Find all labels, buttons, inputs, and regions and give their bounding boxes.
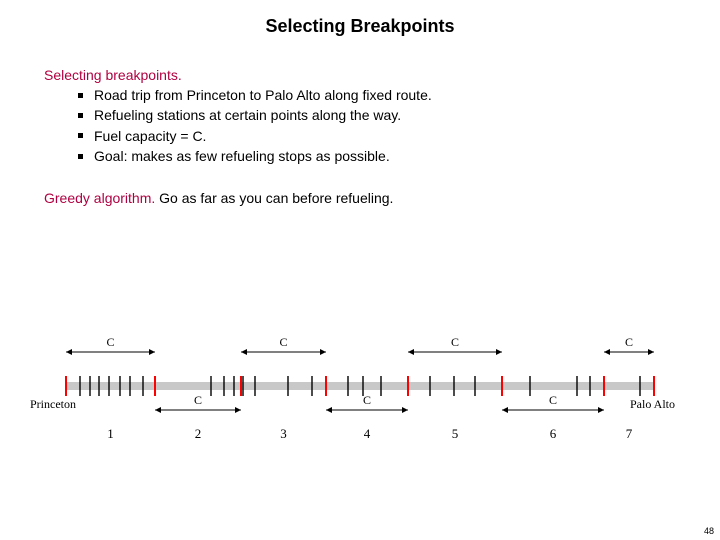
greedy-rest: Go as far as you can before refueling.: [155, 190, 393, 206]
svg-text:4: 4: [364, 426, 371, 441]
bullet-list: Road trip from Princeton to Palo Alto al…: [44, 83, 676, 166]
svg-text:C: C: [279, 335, 287, 349]
svg-text:C: C: [194, 393, 202, 407]
svg-text:7: 7: [626, 426, 633, 441]
svg-text:6: 6: [550, 426, 557, 441]
greedy-label: Greedy algorithm.: [44, 190, 155, 206]
road-diagram: C C C C C C C Princeton Palo Alto 1 2 3 4 5 6 7: [30, 320, 690, 450]
svg-text:C: C: [106, 335, 114, 349]
bullet-item: Refueling stations at certain points alo…: [78, 105, 676, 125]
svg-text:Palo Alto: Palo Alto: [630, 397, 675, 411]
svg-text:C: C: [549, 393, 557, 407]
slide-number: 48: [704, 526, 714, 536]
intro-heading: Selecting breakpoints.: [44, 67, 182, 83]
svg-text:1: 1: [107, 426, 114, 441]
bullet-item: Goal: makes as few refueling stops as po…: [78, 146, 676, 166]
svg-text:C: C: [451, 335, 459, 349]
svg-text:3: 3: [280, 426, 287, 441]
svg-text:C: C: [363, 393, 371, 407]
bullet-item: Fuel capacity = C.: [78, 126, 676, 146]
bullet-item: Road trip from Princeton to Palo Alto al…: [78, 85, 676, 105]
svg-text:5: 5: [452, 426, 459, 441]
body-content: Selecting breakpoints. Road trip from Pr…: [0, 37, 720, 206]
greedy-line: Greedy algorithm. Go as far as you can b…: [44, 190, 676, 206]
svg-text:2: 2: [195, 426, 202, 441]
svg-text:Princeton: Princeton: [30, 397, 76, 411]
svg-text:C: C: [625, 335, 633, 349]
page-title: Selecting Breakpoints: [0, 0, 720, 37]
